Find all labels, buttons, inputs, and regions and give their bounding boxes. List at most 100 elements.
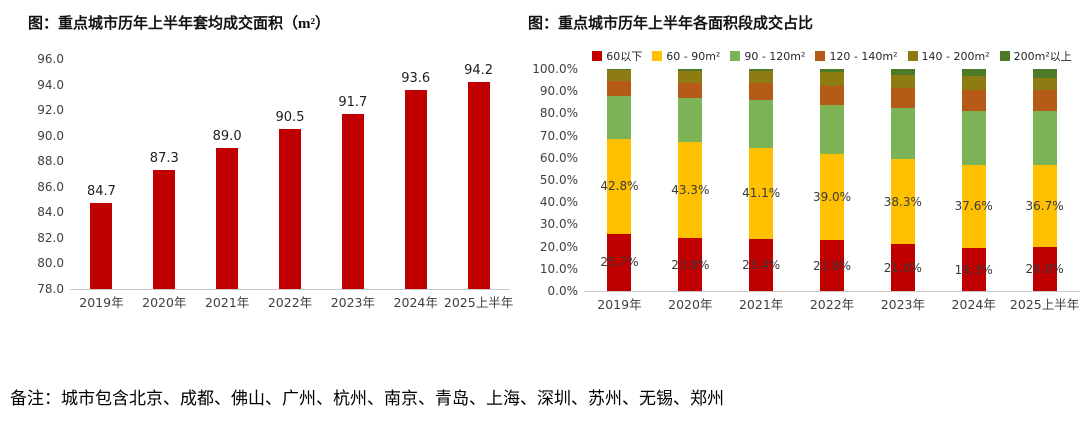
bar-value-label: 90.5 <box>275 110 305 126</box>
segment-60以下 <box>678 238 703 291</box>
legend-item: 60以下 <box>592 48 642 64</box>
bar-2022年 <box>279 129 301 289</box>
legend-item: 90 - 120m² <box>730 50 805 63</box>
y-axis-tick: 96.0 <box>37 52 64 66</box>
x-axis-tick: 2019年 <box>79 295 124 310</box>
y-axis-tick: 100.0% <box>532 62 578 76</box>
segment-140 - 200m² <box>890 74 915 88</box>
segment-value-label: 25.7% <box>600 255 639 270</box>
segment-200m²以上 <box>749 69 774 72</box>
y-axis-tick: 84.0 <box>37 205 64 220</box>
legend-item: 140 - 200m² <box>907 49 990 63</box>
x-axis-tick: 2022年 <box>267 295 313 310</box>
y-axis-tick: 80.0% <box>539 106 578 121</box>
legend-swatch <box>815 51 826 61</box>
bar-value-label: 94.2 <box>464 63 494 78</box>
legend-label: 90 - 120m² <box>744 49 806 63</box>
segment-value-label: 23.8% <box>671 257 710 272</box>
segment-60 - 90m² <box>1032 165 1057 247</box>
legend-swatch <box>999 51 1010 61</box>
segment-90 - 120m² <box>607 95 632 139</box>
legend-swatch <box>907 51 918 61</box>
segment-200m²以上 <box>890 69 915 75</box>
segment-140 - 200m² <box>961 75 986 91</box>
segment-60以下 <box>607 233 632 291</box>
bar-value-label: 87.3 <box>149 151 179 167</box>
y-axis-tick: 90.0% <box>539 84 578 99</box>
segment-200m²以上 <box>1032 69 1057 78</box>
x-axis-tick: 2025上半年 <box>1009 297 1080 312</box>
y-axis-tick: 10.0% <box>539 261 578 276</box>
y-axis-tick: 30.0% <box>539 217 578 232</box>
segment-120 - 140m² <box>961 90 986 112</box>
segment-value-label: 21.0% <box>883 260 922 275</box>
segment-value-label: 39.0% <box>812 190 852 205</box>
segment-200m²以上 <box>820 69 844 73</box>
legend-swatch <box>652 51 663 61</box>
segment-value-label: 23.4% <box>742 258 781 273</box>
bar-2020年 <box>153 170 176 289</box>
y-axis-tick: 70.0% <box>539 128 578 143</box>
segment-60以下 <box>890 244 915 291</box>
left-chart-title: 图：重点城市历年上半年套均成交面积（m²） <box>28 16 330 32</box>
right-chart-title: 图：重点城市历年上半年各面积段成交占比 <box>528 16 814 32</box>
segment-60 - 90m² <box>961 164 986 249</box>
x-axis-tick: 2024年 <box>393 295 438 310</box>
segment-60以下 <box>820 240 844 291</box>
y-axis-tick: 82.0 <box>37 230 64 245</box>
segment-value-label: 37.6% <box>954 199 993 214</box>
segment-value-label: 20.0% <box>1025 261 1064 276</box>
segment-90 - 120m² <box>820 104 844 154</box>
segment-value-label: 19.3% <box>954 262 993 277</box>
y-axis-tick: 80.0 <box>37 256 64 271</box>
y-axis-tick: 60.0% <box>539 150 578 165</box>
segment-200m²以上 <box>607 69 632 71</box>
legend-swatch <box>592 51 603 61</box>
segment-90 - 120m² <box>961 111 986 165</box>
segment-60 - 90m² <box>890 159 915 245</box>
segment-120 - 140m² <box>607 81 632 96</box>
segment-90 - 120m² <box>1032 111 1057 166</box>
x-axis-tick: 2023年 <box>330 295 375 310</box>
x-axis-tick: 2023年 <box>880 297 925 312</box>
segment-200m²以上 <box>678 69 703 72</box>
segment-60 - 90m² <box>820 153 844 241</box>
y-axis-tick: 20.0% <box>539 239 578 254</box>
segment-60以下 <box>961 248 986 291</box>
segment-140 - 200m² <box>607 70 632 82</box>
y-axis-tick: 88.0 <box>37 154 64 169</box>
segment-60 - 90m² <box>678 142 703 239</box>
bar-2024年 <box>404 89 427 289</box>
note-text: 备注：城市包含北京、成都、佛山、广州、杭州、南京、青岛、上海、深圳、苏州、无锡、… <box>10 389 724 408</box>
legend: 60以下 60 - 90m² 90 - 120m² 120 - 140m² 140 - … <box>584 48 1080 64</box>
segment-60以下 <box>1032 246 1057 291</box>
legend-item: 120 - 140m² <box>815 50 898 63</box>
segment-90 - 120m² <box>749 100 774 148</box>
legend-label: 60 - 90m² <box>666 49 721 63</box>
right-plot-area: 100.0% 90.0% 80.0% 70.0% 60.0% 50.0% 40.0% 30.0… <box>532 62 1080 312</box>
bar-2019年 <box>90 203 113 289</box>
y-axis-tick: 86.0 <box>37 179 64 194</box>
x-axis-tick: 2020年 <box>142 295 187 310</box>
x-axis-tick: 2020年 <box>668 297 713 312</box>
segment-60 - 90m² <box>749 147 774 240</box>
y-axis-tick: 92.0 <box>37 103 64 118</box>
bar-2025上半年 <box>467 82 490 289</box>
legend-label: 140 - 200m² <box>921 49 990 63</box>
bar-value-label: 91.7 <box>338 94 368 110</box>
segment-120 - 140m² <box>1032 90 1057 112</box>
segment-120 - 140m² <box>678 83 703 98</box>
segment-value-label: 22.8% <box>812 258 852 273</box>
segment-value-label: 43.3% <box>671 183 710 198</box>
legend-swatch <box>730 51 741 61</box>
area-share-chart: 图：重点城市历年上半年各面积段成交占比 60以下 60 - 90m² 90 - 12… <box>528 12 1083 317</box>
left-plot-area: 96.0 94.0 92.0 90.0 88.0 86.0 84.0 82.0 80.0 78.0… <box>37 52 513 310</box>
segment-140 - 200m² <box>678 71 703 84</box>
segment-140 - 200m² <box>1032 77 1057 91</box>
avg-area-chart: 图：重点城市历年上半年套均成交面积（m²） 96.0 94.0 92.0 90.0 88… <box>28 12 520 317</box>
legend-label: 200m²以上 <box>1013 50 1072 63</box>
segment-120 - 140m² <box>749 83 774 101</box>
segment-value-label: 41.1% <box>742 186 781 201</box>
y-axis-tick: 40.0% <box>539 195 578 210</box>
